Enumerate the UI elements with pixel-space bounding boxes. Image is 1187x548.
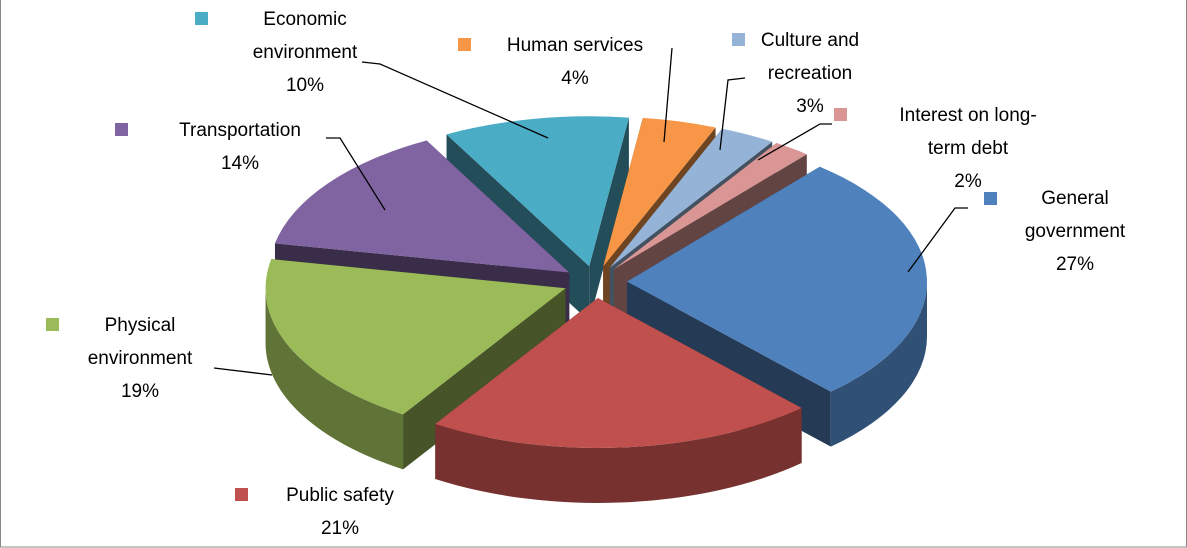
label-value: 10% (285, 75, 325, 96)
label-value: 19% (120, 381, 160, 402)
legend-swatch (46, 318, 59, 331)
legend-swatch (235, 488, 248, 501)
data-label: Culture and recreation 3% (740, 24, 880, 123)
leader-line (907, 207, 968, 273)
slice-side (589, 117, 629, 322)
label-name: Public safety (286, 485, 394, 506)
legend-swatch (834, 108, 847, 121)
legend-swatch (732, 33, 745, 46)
label-name: Transportation (179, 120, 301, 141)
leader-line (326, 137, 386, 211)
slice (265, 259, 566, 415)
slice (626, 166, 927, 392)
data-label: Economic environment 10% (230, 3, 380, 102)
legend-swatch (984, 192, 997, 205)
label-name: Human services (506, 35, 644, 56)
legend-swatch (195, 12, 208, 25)
label-name: Economic environment (252, 9, 358, 63)
slice (603, 117, 716, 267)
label-value: 14% (220, 153, 260, 174)
label-name: Physical environment (87, 315, 193, 369)
slice (435, 297, 802, 448)
data-label: Physical environment 19% (65, 309, 215, 408)
leader-line (757, 123, 832, 161)
leader-line (213, 367, 273, 376)
label-value: 2% (954, 171, 982, 192)
slice (446, 116, 629, 267)
leader-line (361, 61, 549, 139)
legend-swatch (458, 38, 471, 51)
label-name: General government (1024, 188, 1126, 242)
legend-swatch (115, 123, 128, 136)
slice-rim (435, 407, 802, 503)
slice-rim (265, 288, 404, 470)
data-label: Human services 4% (475, 29, 675, 95)
label-value: 4% (561, 68, 589, 89)
slice (274, 140, 570, 273)
label-value: 27% (1055, 254, 1095, 275)
leader-lines (213, 47, 968, 376)
label-name: Interest on long-term debt (899, 105, 1037, 159)
data-label: Interest on long-term debt 2% (883, 99, 1053, 198)
label-value: 3% (796, 96, 824, 117)
leader-line (663, 47, 673, 143)
slices (265, 116, 927, 503)
leader-line (719, 77, 746, 151)
label-name: Culture and recreation (760, 30, 860, 84)
data-label: Public safety 21% (260, 479, 420, 545)
slice-rim (830, 281, 927, 447)
data-label: Transportation 14% (150, 114, 330, 180)
label-value: 21% (320, 518, 360, 539)
data-label: General government 27% (1005, 182, 1145, 281)
slice (609, 128, 773, 268)
slice (613, 143, 807, 270)
